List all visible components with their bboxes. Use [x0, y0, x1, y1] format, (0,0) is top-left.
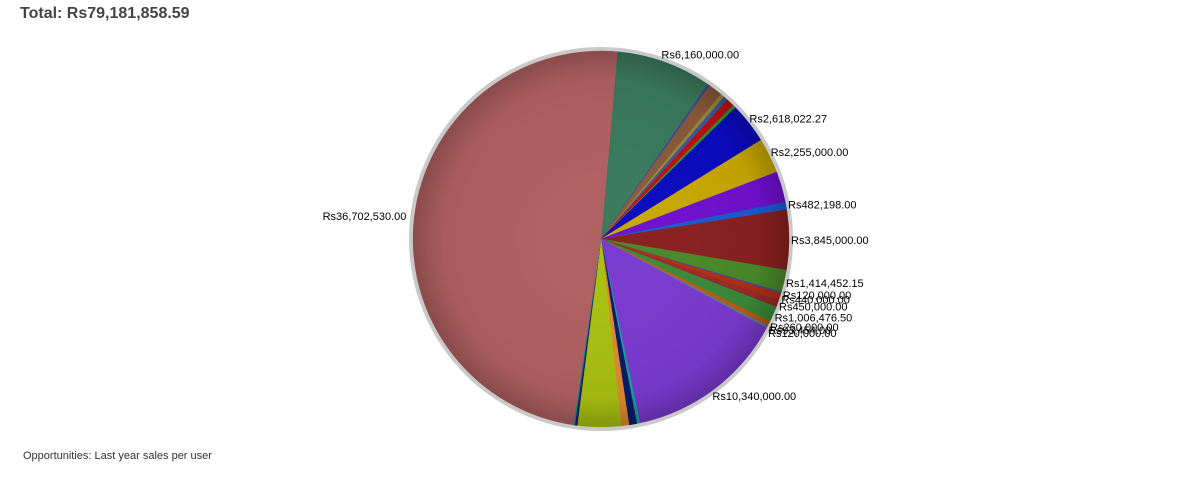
slice-label-7: Rs2,618,022.27	[749, 113, 827, 125]
slice-label-20: Rs10,340,000.00	[712, 391, 796, 403]
slice-label-19: Rs120,000.00	[768, 328, 837, 340]
chart-caption: Opportunities: Last year sales per user	[23, 450, 212, 462]
slice-label-17: Rs260,000.00	[770, 322, 839, 334]
slice-label-0: Rs6,160,000.00	[661, 50, 739, 62]
pie-shading	[413, 51, 789, 427]
slice-label-15: Rs450,000.00	[779, 301, 848, 313]
slice-label-18: Rs93,454.00	[769, 325, 831, 337]
total-amount: Total: Rs79,181,858.59	[20, 5, 190, 22]
slice-label-10: Rs482,198.00	[788, 200, 857, 212]
slice-label-12: Rs1,414,452.15	[786, 278, 864, 290]
slice-label-16: Rs1,006,476.50	[775, 313, 853, 325]
pie-labels: Rs6,160,000.00 Rs2,618,022.27 Rs2,255,000.…	[323, 50, 869, 403]
slice-label-27: Rs36,702,530.00	[323, 211, 407, 223]
slice-label-8: Rs2,255,000.00	[771, 147, 849, 159]
slice-label-11: Rs3,845,000.00	[791, 235, 869, 247]
slice-label-13: Rs120,000.00	[783, 290, 852, 302]
slice-label-14: Rs440,000.00	[781, 295, 850, 307]
